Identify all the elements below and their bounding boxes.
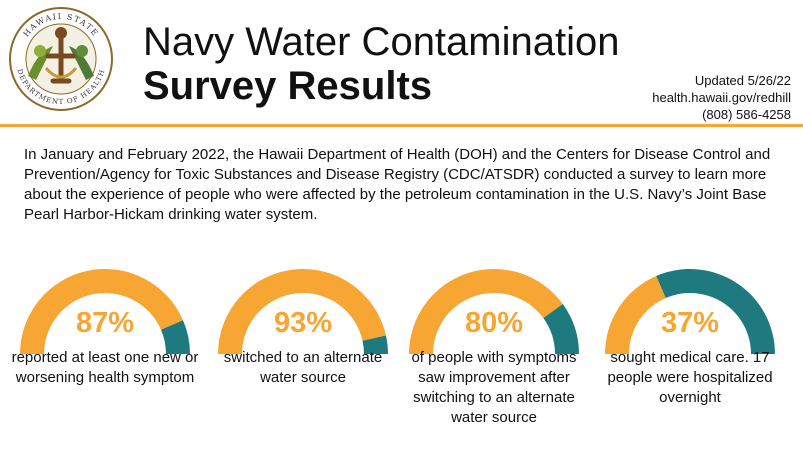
gauge-3-remainder-segment — [543, 304, 579, 354]
gauge-2-percent: 93% — [273, 307, 333, 339]
gauge-3-value-segment — [409, 268, 563, 354]
gauge-1-remainder-segment — [160, 320, 190, 354]
hawaii-doh-seal: HAWAII STATE DEPARTMENT OF HEALTH — [8, 6, 114, 112]
page-title-line1: Navy Water Contamination — [143, 20, 620, 64]
gauge-1-percent: 87% — [75, 307, 135, 339]
gauge-2-value-segment — [218, 269, 386, 354]
gauge-3-caption: of people with symptoms saw improvement … — [411, 349, 577, 426]
updated-date: Updated 5/26/22 — [694, 73, 791, 88]
gauge-1: 87% reported at least one new or worseni… — [10, 256, 200, 446]
gauge-4-arc — [605, 268, 775, 354]
gauge-3-percent: 80% — [464, 307, 524, 339]
gauge-4-remainder-segment — [656, 268, 775, 354]
website-link[interactable]: health.hawaii.gov/redhill — [652, 90, 791, 105]
gauge-2-arc — [218, 269, 388, 354]
phone-number: (808) 586-4258 — [702, 107, 791, 122]
gauge-2-caption: switched to an alternate water source — [223, 349, 383, 386]
gauge-1-caption: reported at least one new or worsening h… — [11, 349, 199, 386]
gauge-3: 80% of people with symptoms saw improvem… — [399, 256, 589, 446]
header-divider — [0, 124, 803, 127]
gauge-2: 93% switched to an alternate water sourc… — [208, 256, 398, 446]
gauge-2-remainder-segment — [362, 335, 388, 354]
intro-paragraph: In January and February 2022, the Hawaii… — [24, 146, 771, 223]
gauge-4: 37% sought medical care. 17 people were … — [595, 256, 785, 446]
gauge-4-percent: 37% — [660, 307, 720, 339]
gauge-1-value-segment — [20, 268, 184, 354]
gauge-4-caption: sought medical care. 17 people were hosp… — [607, 349, 773, 406]
contact-info: Updated 5/26/22 health.hawaii.gov/redhil… — [652, 72, 791, 123]
gauge-1-arc — [20, 268, 190, 354]
gauge-4-value-segment — [605, 275, 666, 354]
gauge-3-arc — [409, 268, 579, 354]
page-title-line2: Survey Results — [143, 64, 433, 108]
